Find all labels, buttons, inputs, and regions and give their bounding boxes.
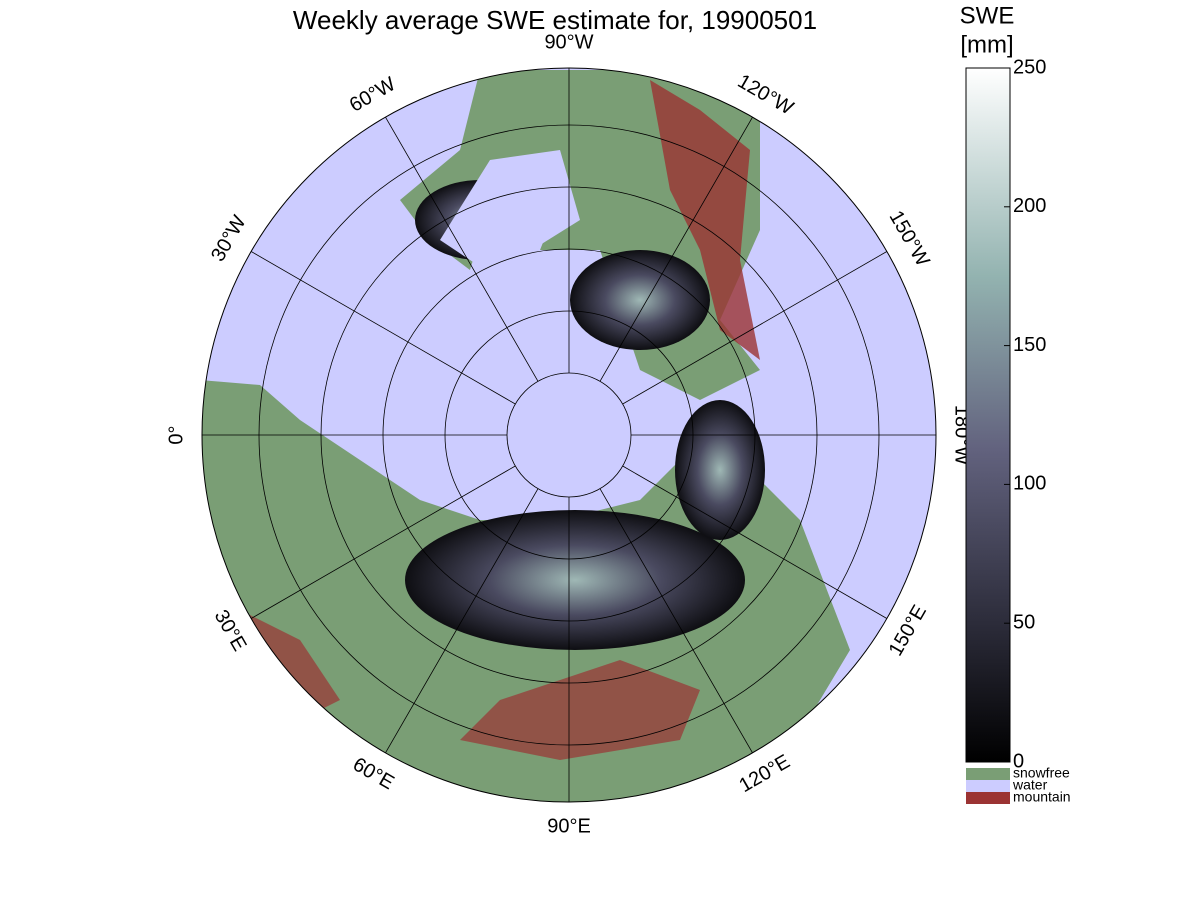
longitude-label: 60°E — [349, 753, 398, 794]
colorbar-label: SWE — [960, 2, 1015, 29]
meridian — [385, 116, 539, 382]
legend-label: mountain — [1013, 789, 1071, 805]
meridian — [599, 488, 753, 754]
longitude-label: 30°E — [210, 606, 251, 655]
longitude-label: 0° — [165, 425, 187, 444]
legend-swatch — [966, 780, 1010, 792]
legend-label: water — [1012, 777, 1048, 793]
meridian — [250, 465, 516, 619]
legend-label: snowfree — [1013, 765, 1070, 781]
colorbar — [965, 67, 1011, 763]
longitude-label: 60°W — [346, 73, 400, 117]
graticule — [202, 68, 936, 802]
colorbar-axis: 0 50 100 150 200 250 — [1004, 56, 1046, 772]
longitude-label: 30°W — [207, 212, 251, 266]
swe-canada-east — [570, 250, 710, 350]
title: Weekly average SWE estimate for, 1990050… — [293, 5, 817, 35]
meridian — [599, 116, 753, 382]
map-disk — [202, 68, 936, 802]
meridian — [385, 488, 539, 754]
colorbar-tick-label: 250 — [1013, 56, 1046, 78]
meridian — [622, 465, 888, 619]
legend-swatch — [966, 768, 1010, 780]
meridian — [622, 251, 888, 405]
colorbar-tick-label: 50 — [1013, 611, 1035, 633]
colorbar-label: [mm] — [960, 31, 1013, 58]
colorbar-tick-label: 100 — [1013, 473, 1046, 495]
longitude-label: 90°W — [544, 31, 593, 53]
hudson-bay — [440, 150, 580, 280]
swe-eurasia — [405, 510, 745, 650]
meridian — [250, 251, 516, 405]
colorbar-tick-label: 200 — [1013, 195, 1046, 217]
colorbar-tick-label: 150 — [1013, 334, 1046, 356]
legend-swatch — [966, 792, 1010, 804]
mountain-rockies — [650, 80, 760, 360]
colorbar-tick-label: 0 — [1013, 750, 1024, 772]
map-border — [201, 67, 937, 803]
mountain-asia — [460, 660, 700, 760]
longitude-label: 90°E — [547, 815, 591, 837]
